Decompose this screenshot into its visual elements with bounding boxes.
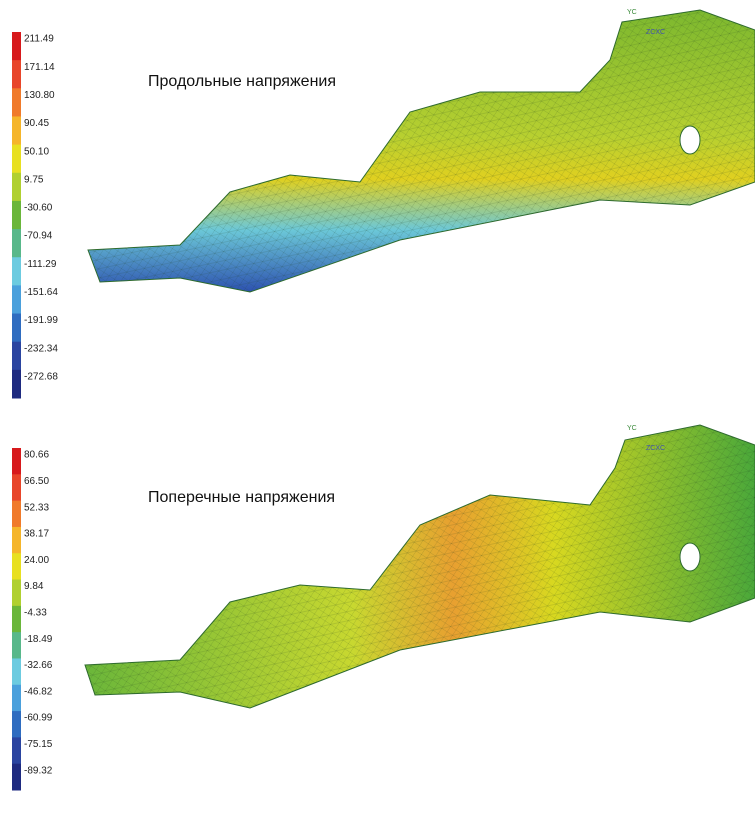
legend-swatch xyxy=(12,32,21,61)
axis-label: ZCXC xyxy=(646,445,665,452)
legend-swatch xyxy=(12,527,21,554)
legend-label: -191.99 xyxy=(24,315,58,326)
legend-label: -151.64 xyxy=(24,287,58,298)
legend-label: -18.49 xyxy=(24,634,53,645)
legend-label: -60.99 xyxy=(24,713,53,724)
legend-label: -46.82 xyxy=(24,686,53,697)
legend-label: 171.14 xyxy=(24,62,55,73)
legend-swatch xyxy=(12,501,21,528)
legend-label: 80.66 xyxy=(24,450,49,461)
legend-label: 38.17 xyxy=(24,529,49,540)
legend-label: 66.50 xyxy=(24,476,49,487)
axis-label: YC xyxy=(627,425,637,432)
legend-label: 9.84 xyxy=(24,581,44,592)
legend-swatch xyxy=(12,632,21,659)
legend-swatch xyxy=(12,173,21,202)
legend-swatch xyxy=(12,88,21,117)
legend-label: -30.60 xyxy=(24,203,53,214)
legend-swatch xyxy=(12,685,21,712)
axis-label: ZCXC xyxy=(646,29,665,36)
legend-label: -89.32 xyxy=(24,765,53,776)
panel: Поперечные напряжения YC ZCXC 80.66 66.50… xyxy=(12,425,755,791)
legend-swatch xyxy=(12,553,21,580)
title: Поперечные напряжения xyxy=(148,489,335,506)
legend-label: 9.75 xyxy=(24,174,44,185)
legend-swatch xyxy=(12,145,21,174)
legend-swatch xyxy=(12,737,21,764)
legend-label: -4.33 xyxy=(24,607,47,618)
legend-swatch xyxy=(12,711,21,738)
legend-swatch xyxy=(12,606,21,633)
legend-label: 52.33 xyxy=(24,502,49,513)
title: Продольные напряжения xyxy=(148,73,336,90)
legend-swatch xyxy=(12,285,21,314)
legend-label: 211.49 xyxy=(24,34,54,45)
legend-swatch xyxy=(12,60,21,89)
legend-swatch xyxy=(12,764,21,791)
legend-swatch xyxy=(12,448,21,475)
legend-label: 24.00 xyxy=(24,555,49,566)
legend-label: -75.15 xyxy=(24,739,53,750)
axis-label: YC xyxy=(627,9,637,16)
legend-label: -70.94 xyxy=(24,231,53,242)
legend-label: -32.66 xyxy=(24,660,53,671)
legend-label: 50.10 xyxy=(24,146,49,157)
legend-swatch xyxy=(12,116,21,145)
legend-label: -232.34 xyxy=(24,343,58,354)
panel: Продольные напряжения YC ZCXC 211.49 171.… xyxy=(12,9,755,399)
legend-swatch xyxy=(12,658,21,685)
legend-label: -111.29 xyxy=(24,259,57,270)
model xyxy=(88,10,755,292)
legend-swatch xyxy=(12,474,21,501)
screenshot: Продольные напряжения YC ZCXC 211.49 171.… xyxy=(0,0,755,820)
legend-swatch xyxy=(12,314,21,343)
legend-swatch xyxy=(12,342,21,371)
legend-label: 130.80 xyxy=(24,90,55,101)
legend-label: 90.45 xyxy=(24,118,49,129)
legend-label: -272.68 xyxy=(24,371,58,382)
legend-swatch xyxy=(12,370,21,399)
legend-swatch xyxy=(12,201,21,230)
legend-swatch xyxy=(12,580,21,607)
legend-swatch xyxy=(12,257,21,286)
legend-swatch xyxy=(12,229,21,258)
model xyxy=(85,425,755,708)
